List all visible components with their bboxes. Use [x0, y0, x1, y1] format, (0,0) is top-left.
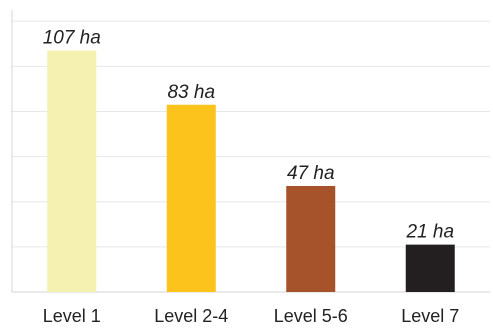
x-tick-label: Level 7	[401, 306, 459, 326]
bar-level-7	[405, 244, 455, 292]
data-label: 21 ha	[405, 222, 454, 243]
data-label: 83 ha	[167, 82, 215, 103]
bar-level-5-6	[286, 185, 336, 292]
x-tick-labels: Level 1 Level 2-4 Level 5-6 Level 7	[43, 306, 460, 326]
bars	[47, 50, 455, 292]
x-tick-label: Level 2-4	[154, 306, 228, 326]
x-tick-label: Level 5-6	[274, 306, 348, 326]
data-label: 47 ha	[287, 163, 335, 184]
data-labels: 107 ha 83 ha 47 ha 21 ha	[43, 28, 454, 243]
bar-level-1	[47, 50, 97, 292]
data-label: 107 ha	[43, 28, 101, 49]
x-tick-label: Level 1	[43, 306, 101, 326]
bar-level-2-4	[166, 104, 216, 292]
